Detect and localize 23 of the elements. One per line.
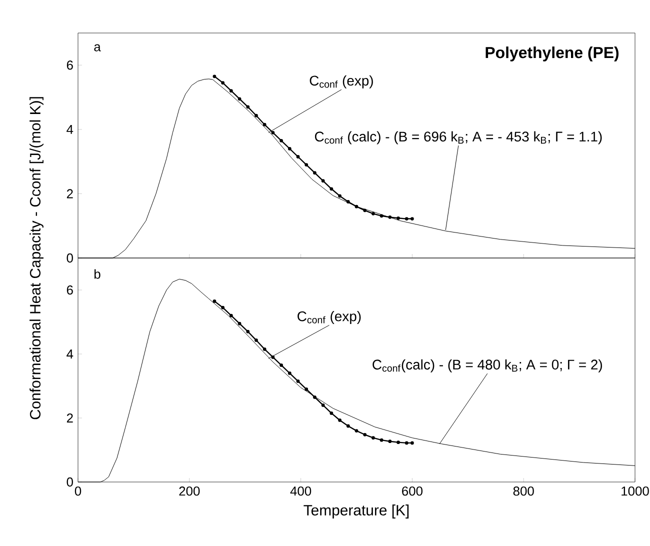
- y-tick-label: 2: [66, 413, 73, 423]
- y-axis-title: Conformational Heat Capacity - Cconf [J/(mol K)]: [30, 97, 44, 420]
- x-tick-label: 600: [402, 486, 423, 496]
- text: Polyethylene (PE): [486, 46, 619, 62]
- x-tick-label: 1000: [622, 486, 649, 496]
- y-tick-label: 6: [66, 285, 73, 295]
- annotation: C$_{conf}$ (calc) - (B = 696 k$_{B}$; A = - 453 k$_{B}$; Γ = 1.1): [314, 131, 602, 144]
- x-tick-label: 200: [179, 486, 200, 496]
- annotation: b: [94, 269, 100, 279]
- annotation: C$_{conf}$ (exp): [298, 311, 361, 324]
- x-axis-title: Temperature [K]: [304, 504, 409, 518]
- y-tick-label: 4: [66, 350, 74, 358]
- annotation: C$_{conf}$ (exp): [310, 75, 373, 88]
- annotation: a: [94, 44, 101, 52]
- x-tick-label: 800: [513, 486, 534, 496]
- y-tick-label: 0: [66, 253, 73, 263]
- x-tick-label: 400: [290, 486, 312, 496]
- y-tick-label: 6: [66, 60, 73, 70]
- annotation: C$_{conf}$(calc) - (B = 480 k$_{B}$; A = 0; Γ = 2): [372, 359, 602, 372]
- x-tick-label: 0: [74, 486, 82, 496]
- y-tick-label: 2: [66, 189, 73, 198]
- y-tick-label: 0: [66, 477, 73, 487]
- y-tick-label: 4: [66, 124, 74, 134]
